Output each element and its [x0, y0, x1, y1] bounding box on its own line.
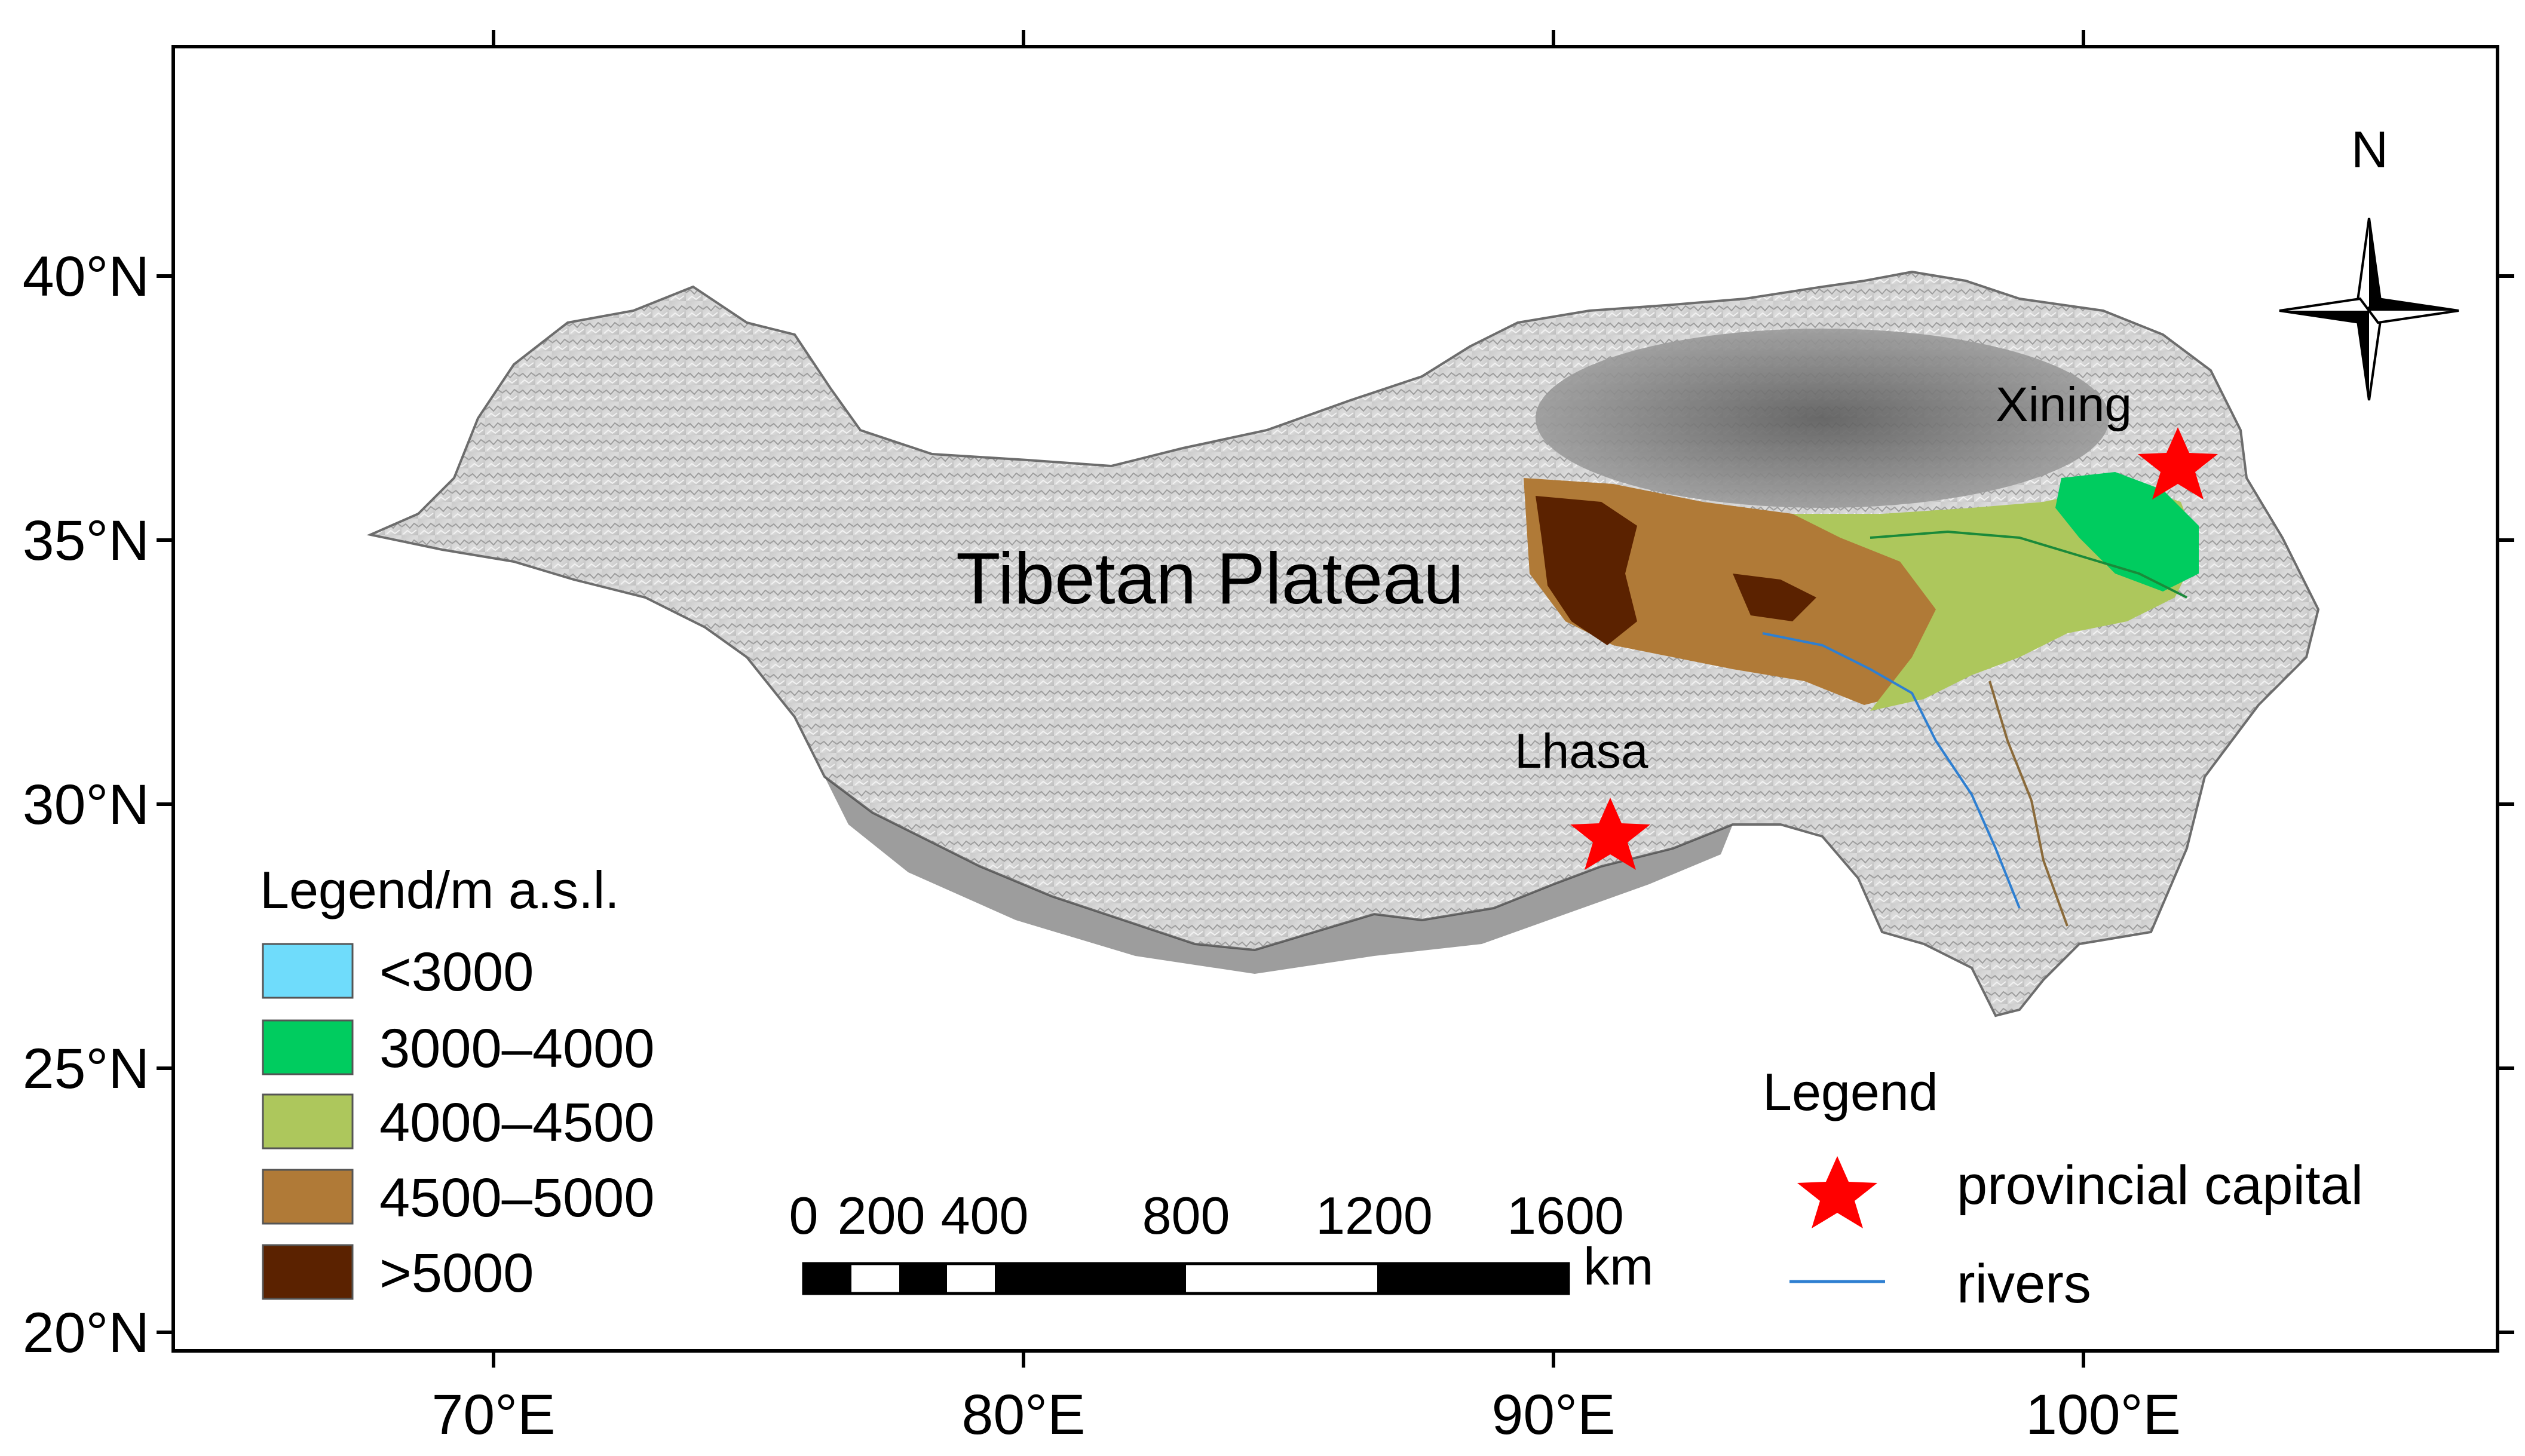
- lhasa-star-icon: [1570, 798, 1650, 870]
- xining-star-icon: [2138, 427, 2218, 499]
- north-arrow-icon: N: [2279, 121, 2459, 401]
- lat-tick-20: 20°N: [23, 1301, 149, 1365]
- north-label: N: [2351, 121, 2388, 179]
- legend-swatch-3000-4000: [262, 1019, 354, 1075]
- river-yellow: [1870, 530, 2187, 599]
- river-upper: [1762, 632, 2021, 909]
- legend-label-gt5000: >5000: [379, 1243, 534, 1304]
- lat-tick-35: 35°N: [23, 509, 149, 572]
- rivers-layer: [1762, 530, 2187, 927]
- lon-tick-70: 70°E: [431, 1383, 555, 1446]
- zone-over-5000: [1536, 496, 1637, 645]
- legend-swatch-lt3000: [262, 943, 354, 999]
- legend-swatch-4000-4500: [262, 1093, 354, 1150]
- lon-tick-80: 80°E: [961, 1383, 1085, 1446]
- zone-3000-4000: [2055, 472, 2199, 591]
- legend-swatch-gt5000: [262, 1244, 354, 1300]
- lat-tick-25: 25°N: [23, 1037, 149, 1101]
- zone-over-5000-2: [1733, 574, 1816, 621]
- legend-star-icon: [1797, 1156, 1877, 1228]
- study-area-elevation-zones: [1524, 472, 2199, 711]
- legend-label-4000-4500: 4000–4500: [379, 1092, 655, 1153]
- scale-label-200: 200: [838, 1186, 926, 1245]
- scale-label-1200: 1200: [1316, 1186, 1433, 1245]
- lon-tick-100: 100°E: [2025, 1383, 2181, 1446]
- place-label-xining: Xining: [1996, 378, 2132, 432]
- scale-label-800: 800: [1142, 1186, 1230, 1245]
- elevation-legend: Legend/m a.s.l. <3000 3000–4000 4000–450…: [260, 860, 655, 1304]
- lon-tick-90: 90°E: [1491, 1383, 1615, 1446]
- lat-tick-40: 40°N: [23, 245, 149, 308]
- scale-label-400: 400: [941, 1186, 1029, 1245]
- qaidam-basin: [1536, 329, 2109, 508]
- scale-bar: 0 200 400 800 1200 1600 km: [789, 1186, 1654, 1296]
- latitude-axis: 40°N 35°N 30°N 25°N 20°N: [23, 245, 2514, 1365]
- place-label-lhasa: Lhasa: [1515, 724, 1648, 778]
- lat-tick-30: 30°N: [23, 773, 149, 836]
- plateau-label: Tibetan Plateau: [956, 538, 1464, 619]
- longitude-axis: 70°E 80°E 90°E 100°E: [431, 30, 2181, 1446]
- legend-label-rivers: rivers: [1957, 1253, 2091, 1314]
- scale-label-0: 0: [789, 1186, 819, 1245]
- legend-label-provincial-capital: provincial capital: [1957, 1155, 2363, 1216]
- river-lower: [1988, 681, 2069, 927]
- legend-label-4500-5000: 4500–5000: [379, 1167, 655, 1228]
- scale-label-1600: 1600: [1507, 1186, 1624, 1245]
- symbol-legend: Legend provincial capital rivers: [1763, 1062, 2363, 1314]
- legend-swatch-4500-5000: [262, 1169, 354, 1225]
- elevation-legend-title: Legend/m a.s.l.: [260, 860, 620, 919]
- legend-label-lt3000: <3000: [379, 942, 534, 1003]
- symbol-legend-title: Legend: [1763, 1062, 1938, 1121]
- legend-label-3000-4000: 3000–4000: [379, 1018, 655, 1079]
- southern-rim-shading: [825, 777, 1733, 974]
- scale-unit: km: [1583, 1237, 1653, 1296]
